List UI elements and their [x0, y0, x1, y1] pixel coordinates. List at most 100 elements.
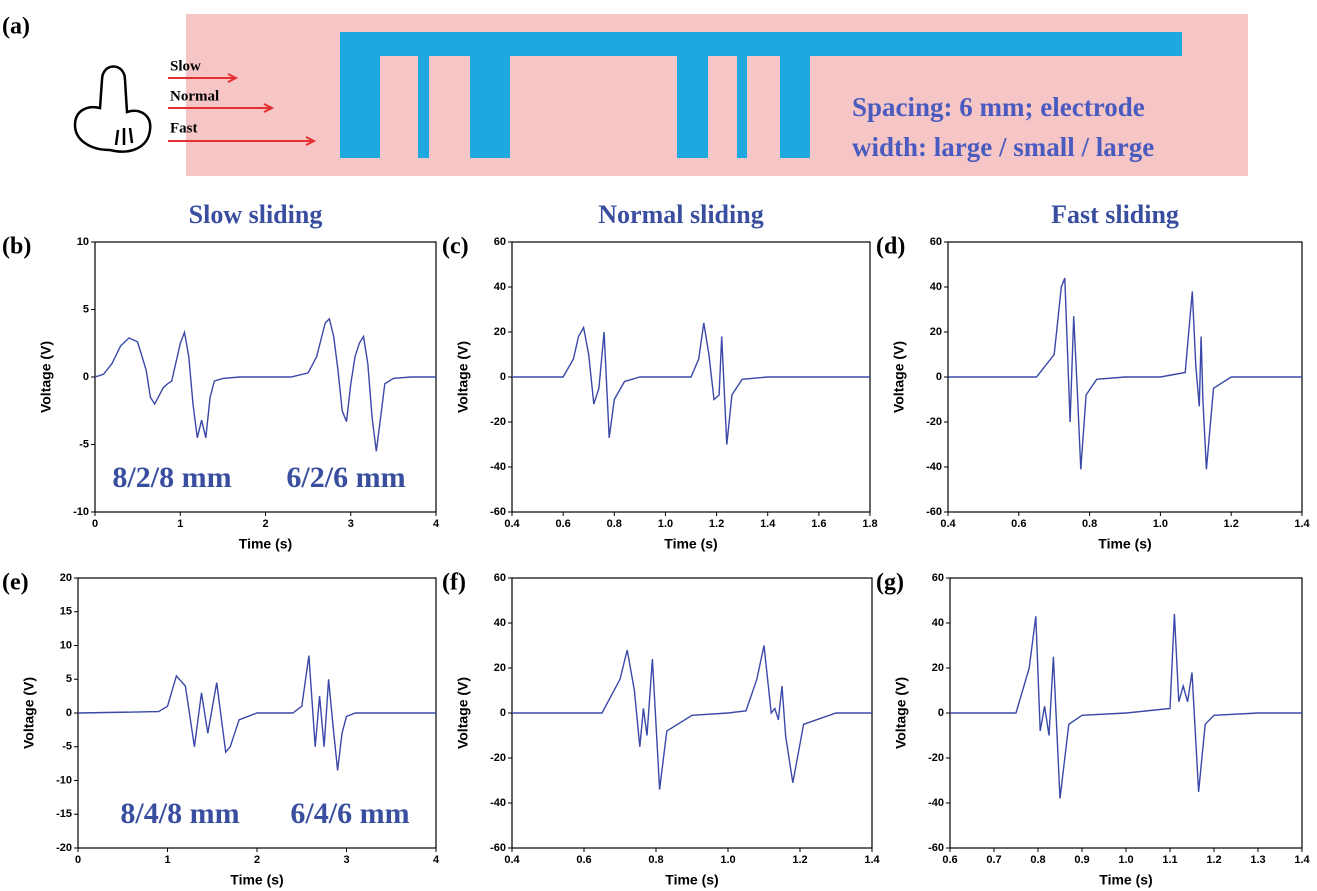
- x-tick-label: 4: [433, 518, 440, 530]
- x-tick-label: 0.6: [942, 854, 957, 866]
- y-tick-label: 60: [930, 236, 942, 248]
- x-tick-label: 1.0: [658, 518, 673, 530]
- y-axis-label: Voltage (V): [891, 341, 907, 413]
- signal-line: [512, 646, 872, 790]
- panel-label: (d): [876, 234, 905, 260]
- y-tick-label: -10: [73, 506, 89, 518]
- x-tick-label: 0.4: [504, 854, 520, 866]
- y-tick-label: 0: [936, 371, 942, 383]
- y-tick-label: -20: [490, 416, 506, 428]
- speed-label: Fast: [170, 120, 198, 136]
- y-axis-label: Voltage (V): [893, 677, 909, 749]
- x-tick-label: 0.7: [986, 854, 1001, 866]
- x-tick-label: 3: [348, 518, 354, 530]
- y-tick-label: -40: [926, 461, 942, 473]
- x-tick-label: 1.0: [720, 854, 735, 866]
- speed-label: Normal: [170, 88, 219, 104]
- x-tick-label: 3: [343, 854, 349, 866]
- y-tick-label: 20: [494, 326, 506, 338]
- x-tick-label: 1.1: [1162, 854, 1177, 866]
- y-axis-label: Voltage (V): [21, 677, 37, 749]
- y-tick-label: 20: [930, 326, 942, 338]
- y-tick-label: 40: [932, 617, 944, 629]
- note: Spacing: 6 mm; electrode: [852, 92, 1145, 122]
- x-tick-label: 1.6: [811, 518, 826, 530]
- x-tick-label: 0: [92, 518, 98, 530]
- y-axis-label: Voltage (V): [455, 677, 471, 749]
- y-tick-label: 0: [500, 371, 506, 383]
- y-tick-label: 10: [77, 236, 89, 248]
- x-axis-label: Time (s): [665, 872, 718, 888]
- x-tick-label: 0.8: [607, 518, 622, 530]
- y-tick-label: -20: [490, 752, 506, 764]
- x-tick-label: 0.8: [1030, 854, 1045, 866]
- y-tick-label: 40: [494, 617, 506, 629]
- y-tick-label: 20: [932, 662, 944, 674]
- x-tick-label: 1.2: [1206, 854, 1221, 866]
- x-tick-label: 0.6: [555, 518, 570, 530]
- signal-line: [512, 323, 870, 445]
- signal-line: [78, 656, 436, 771]
- y-tick-label: 20: [60, 572, 72, 584]
- annotation: 8/2/8 mm: [112, 461, 231, 494]
- x-tick-label: 2: [254, 854, 260, 866]
- x-tick-label: 0.4: [940, 518, 956, 530]
- x-tick-label: 1.3: [1250, 854, 1265, 866]
- y-tick-label: -20: [928, 752, 944, 764]
- x-tick-label: 1.2: [709, 518, 724, 530]
- x-tick-label: 0.8: [648, 854, 663, 866]
- panel-label: (e): [2, 570, 29, 596]
- y-tick-label: -60: [490, 842, 506, 854]
- x-tick-label: 1.8: [862, 518, 877, 530]
- x-tick-label: 0.4: [504, 518, 520, 530]
- x-tick-label: 0.8: [1082, 518, 1097, 530]
- x-tick-label: 4: [433, 854, 440, 866]
- x-tick-label: 1.0: [1153, 518, 1168, 530]
- y-tick-label: 0: [938, 707, 944, 719]
- x-tick-label: 1: [164, 854, 170, 866]
- x-axis-label: Time (s): [1099, 872, 1152, 888]
- column-title: Normal sliding: [598, 200, 763, 229]
- y-tick-label: -40: [928, 797, 944, 809]
- hand-icon: [75, 67, 150, 152]
- y-tick-label: -40: [490, 461, 506, 473]
- y-tick-label: -20: [56, 842, 72, 854]
- signal-line: [950, 614, 1302, 799]
- x-axis-label: Time (s): [1098, 536, 1151, 552]
- x-axis-label: Time (s): [664, 536, 717, 552]
- x-tick-label: 1: [177, 518, 183, 530]
- y-tick-label: -40: [490, 797, 506, 809]
- y-tick-label: 15: [60, 606, 72, 618]
- y-tick-label: -5: [79, 438, 89, 450]
- annotation: 6/2/6 mm: [286, 461, 405, 494]
- x-tick-label: 1.4: [1294, 518, 1310, 530]
- y-tick-label: -60: [928, 842, 944, 854]
- y-tick-label: 40: [494, 281, 506, 293]
- y-tick-label: -60: [490, 506, 506, 518]
- y-tick-label: 40: [930, 281, 942, 293]
- annotation: 6/4/6 mm: [290, 797, 409, 830]
- panel-label: (f): [442, 570, 466, 596]
- signal-line: [948, 278, 1302, 469]
- x-tick-label: 1.2: [792, 854, 807, 866]
- speed-label: Slow: [170, 58, 201, 74]
- x-tick-label: 1.4: [760, 518, 776, 530]
- x-tick-label: 2: [262, 518, 268, 530]
- y-tick-label: -5: [62, 741, 72, 753]
- signal-line: [95, 319, 436, 451]
- x-tick-label: 1.2: [1224, 518, 1239, 530]
- y-tick-label: 5: [83, 303, 89, 315]
- annotation: 8/4/8 mm: [120, 797, 239, 830]
- x-tick-label: 0.6: [576, 854, 591, 866]
- figure: (a) Slow Normal Fast Spacing: 6 mm; elec…: [0, 0, 1317, 891]
- panel-label: (b): [2, 234, 31, 260]
- y-tick-label: -10: [56, 774, 72, 786]
- x-axis-label: Time (s): [230, 872, 283, 888]
- y-tick-label: 20: [494, 662, 506, 674]
- y-tick-label: 10: [60, 639, 72, 651]
- x-tick-label: 0.9: [1074, 854, 1089, 866]
- column-title: Fast sliding: [1051, 200, 1179, 229]
- x-tick-label: 1.0: [1118, 854, 1133, 866]
- y-tick-label: 60: [494, 572, 506, 584]
- y-axis-label: Voltage (V): [38, 341, 54, 413]
